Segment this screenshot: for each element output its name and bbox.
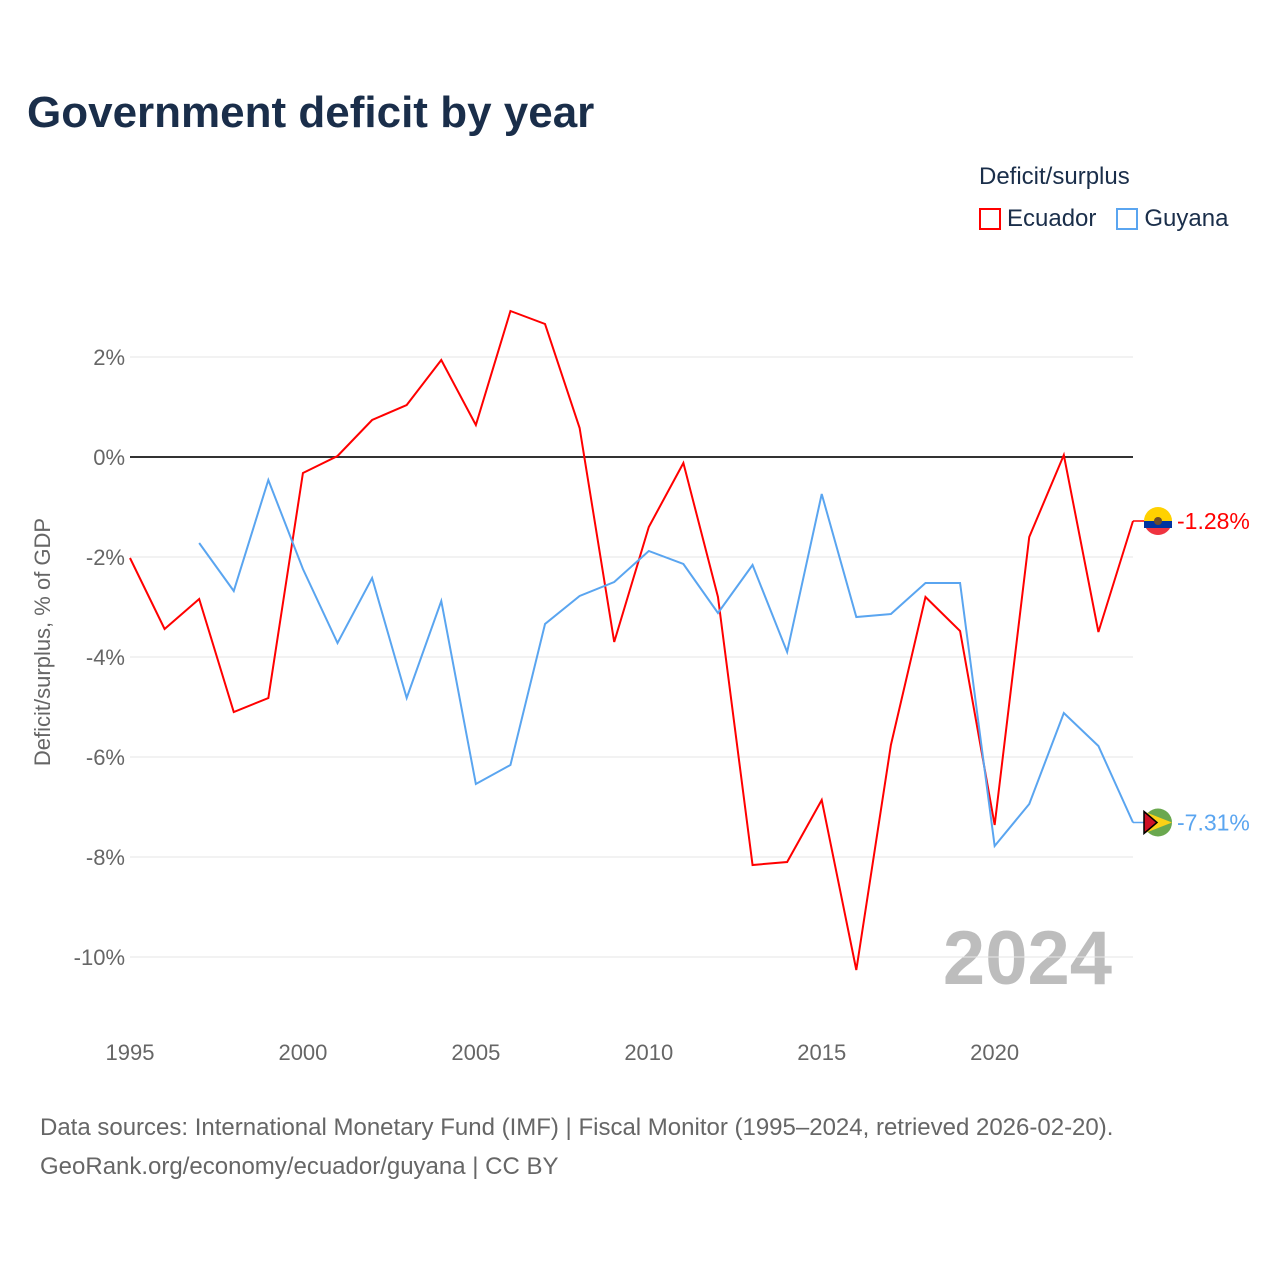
legend-swatch-guyana (1116, 208, 1139, 230)
chart-title: Government deficit by year (27, 88, 595, 137)
legend-item-ecuador[interactable]: Ecuador (979, 205, 1096, 233)
flag-ecuador-icon (1145, 528, 1171, 535)
legend-label: Ecuador (1007, 205, 1097, 232)
y-tick-label: -10% (74, 945, 125, 970)
x-tick-label: 2005 (451, 1040, 500, 1065)
y-tick-label: 2% (93, 345, 125, 370)
end-value-label: -1.28% (1177, 508, 1250, 534)
legend-swatch-ecuador (979, 208, 1001, 230)
legend: Ecuador Guyana (979, 205, 1228, 233)
flag-ecuador-icon (1144, 507, 1172, 521)
source-text: Data sources: International Monetary Fun… (40, 1114, 1114, 1141)
x-tick-label: 2020 (970, 1040, 1019, 1065)
x-tick-label: 2015 (797, 1040, 846, 1065)
flag-ecuador-emblem-icon (1154, 517, 1162, 525)
year-watermark: 2024 (943, 916, 1112, 1001)
legend-item-guyana[interactable]: Guyana (1116, 205, 1228, 233)
series-line-guyana (198, 476, 1134, 849)
y-tick-label: -2% (86, 545, 125, 570)
x-tick-label: 2010 (624, 1040, 673, 1065)
series-line-ecuador (129, 309, 1134, 971)
y-tick-label: -8% (86, 845, 125, 870)
x-tick-label: 2000 (278, 1040, 327, 1065)
x-tick-label: 1995 (106, 1040, 155, 1065)
legend-label: Guyana (1144, 205, 1229, 232)
y-axis-label: Deficit/surplus, % of GDP (30, 518, 55, 766)
flag-guyana-icon (1143, 809, 1159, 836)
footer: Data sources: International Monetary Fun… (40, 1108, 1113, 1186)
end-value-label: -7.31% (1177, 810, 1250, 836)
y-tick-label: -6% (86, 745, 125, 770)
y-tick-label: 0% (93, 445, 125, 470)
y-tick-label: -4% (86, 645, 125, 670)
attribution-link[interactable]: GeoRank.org/economy/ecuador/guyana | CC … (40, 1153, 559, 1180)
legend-title: Deficit/surplus (979, 163, 1130, 190)
